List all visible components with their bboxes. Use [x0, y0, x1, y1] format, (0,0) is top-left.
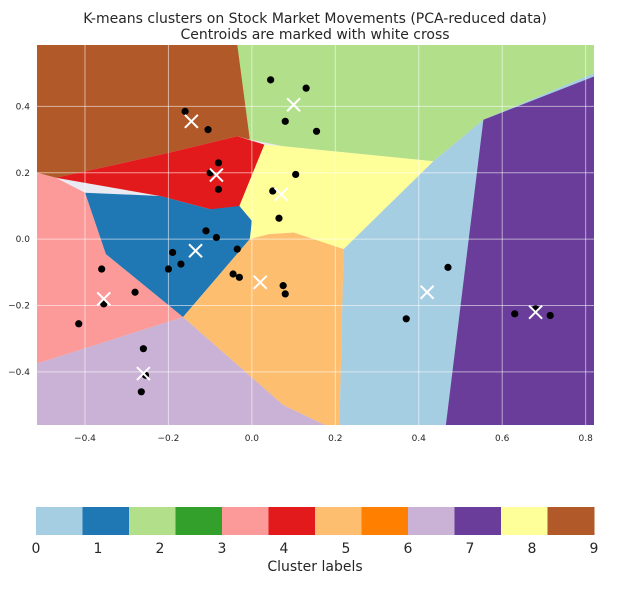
- colorbar-swatch: [129, 507, 176, 535]
- y-tick-label: −0.4: [8, 368, 30, 378]
- y-tick-label: 0.2: [16, 169, 30, 179]
- x-tick-label: 0.6: [495, 434, 510, 444]
- data-point: [229, 270, 237, 278]
- data-point: [98, 265, 106, 273]
- colorbar-tick-label: 5: [342, 541, 351, 557]
- grid-lines: [37, 45, 594, 425]
- data-point: [177, 260, 185, 268]
- data-point: [137, 388, 145, 396]
- data-point: [267, 76, 275, 84]
- x-tick-label: 0.8: [578, 434, 593, 444]
- colorbar-swatch: [268, 507, 316, 535]
- data-point: [312, 127, 321, 135]
- colorbar-swatch: [547, 507, 595, 535]
- centroid-cross: [253, 275, 268, 290]
- centroid-cross: [136, 366, 151, 381]
- colorbar-tick-label: 2: [156, 541, 165, 557]
- colorbar-swatch: [82, 507, 130, 535]
- data-point: [164, 265, 173, 273]
- colorbar-swatch: [408, 507, 455, 535]
- y-tick-label: −0.2: [8, 302, 30, 312]
- colorbar-tick-label: 7: [466, 541, 475, 557]
- centroid-cross: [273, 187, 289, 202]
- data-point: [546, 311, 554, 320]
- cluster-region: [37, 45, 252, 178]
- colorbar-tick-label: 9: [590, 541, 599, 557]
- data-point: [402, 315, 410, 323]
- x-axis-ticks: −0.4 −0.2 0.0 0.2 0.4 0.6 0.8: [74, 434, 593, 444]
- data-point: [511, 310, 519, 318]
- cluster-region: [37, 172, 183, 364]
- x-tick-label: −0.4: [74, 434, 96, 444]
- data-point: [131, 288, 139, 296]
- data-point: [75, 320, 83, 328]
- colorbar: [36, 507, 595, 535]
- data-point: [281, 117, 289, 125]
- colorbar-swatch: [222, 507, 269, 535]
- colorbar-swatch: [175, 507, 223, 535]
- data-point: [204, 126, 212, 134]
- data-point: [235, 273, 243, 281]
- colorbar-tick-label: 0: [32, 541, 41, 557]
- centroid-cross: [96, 291, 111, 307]
- data-point: [214, 159, 223, 167]
- data-point: [275, 214, 283, 222]
- data-point: [212, 233, 221, 242]
- data-point: [139, 345, 147, 353]
- colorbar-tick-label: 6: [404, 541, 413, 557]
- colorbar-label: Cluster labels: [267, 559, 362, 575]
- colorbar-ticks: 0 1 2 3 4 5 6 7 8 9: [32, 541, 599, 557]
- data-point: [292, 170, 300, 179]
- data-point: [302, 84, 310, 92]
- data-point: [181, 107, 189, 115]
- data-point: [202, 227, 210, 235]
- centroid-cross: [528, 304, 543, 320]
- y-tick-label: 0.0: [16, 235, 31, 245]
- cluster-region: [37, 317, 325, 425]
- cluster-region: [445, 76, 594, 425]
- plot-area: [37, 45, 594, 425]
- data-point: [279, 282, 287, 290]
- centroid-cross: [184, 114, 199, 129]
- colorbar-tick-label: 1: [94, 541, 103, 557]
- cluster-region: [55, 136, 265, 221]
- x-tick-label: 0.4: [412, 434, 427, 444]
- colorbar-tick-label: 4: [280, 541, 289, 557]
- data-point: [281, 290, 289, 298]
- colorbar-swatch: [454, 507, 502, 535]
- chart-title: K-means clusters on Stock Market Movemen…: [83, 11, 547, 27]
- data-point: [168, 248, 177, 257]
- centroid-cross: [188, 243, 203, 258]
- cluster-region: [237, 45, 594, 162]
- colorbar-swatch: [501, 507, 548, 535]
- colorbar-tick-label: 3: [218, 541, 227, 557]
- colorbar-swatch: [361, 507, 409, 535]
- x-tick-label: −0.2: [157, 434, 179, 444]
- cluster-region: [239, 144, 434, 250]
- y-axis-ticks: −0.4 −0.2 0.0 0.2 0.4: [8, 102, 30, 378]
- x-tick-label: 0.2: [328, 434, 342, 444]
- centroid-cross: [286, 97, 301, 112]
- cluster-region: [183, 232, 344, 425]
- cluster-regions: [37, 45, 594, 425]
- x-tick-label: 0.0: [245, 434, 260, 444]
- data-point: [214, 185, 223, 193]
- colorbar-tick-label: 8: [528, 541, 537, 557]
- data-point: [444, 263, 452, 271]
- colorbar-swatch: [36, 507, 83, 535]
- data-point: [269, 187, 277, 195]
- centroid-cross: [419, 285, 435, 300]
- centroid-cross: [209, 167, 224, 183]
- y-tick-label: 0.4: [16, 102, 31, 112]
- chart-subtitle: Centroids are marked with white cross: [180, 27, 449, 43]
- data-point: [233, 245, 241, 253]
- data-points: [75, 76, 554, 396]
- centroid-markers: [96, 97, 543, 381]
- colorbar-swatch: [315, 507, 362, 535]
